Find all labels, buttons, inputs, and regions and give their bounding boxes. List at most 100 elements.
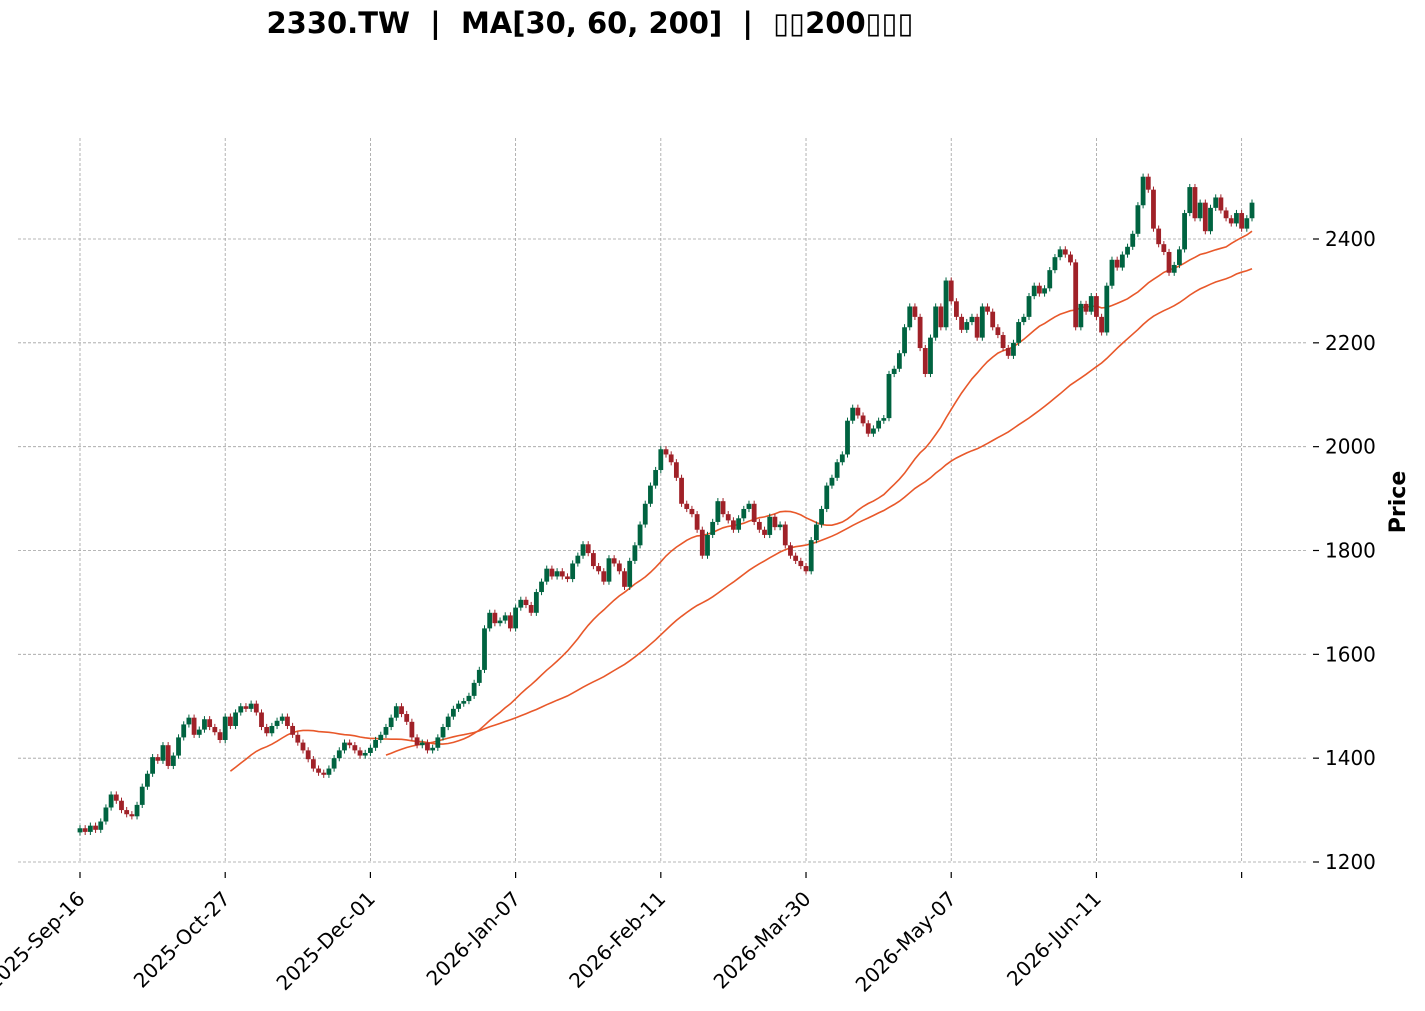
candle-body: [352, 745, 358, 751]
candle-body: [528, 605, 534, 613]
candle: [886, 370, 892, 422]
candle: [87, 822, 93, 836]
x-tick-label: 2025-Sep-16: [0, 887, 90, 995]
candle: [383, 723, 389, 738]
candle-body: [990, 311, 996, 328]
candle: [310, 756, 316, 772]
candle-body: [720, 501, 726, 515]
candle: [1151, 186, 1156, 232]
candle: [134, 801, 140, 820]
candle-body: [388, 717, 394, 728]
candle: [902, 324, 907, 357]
candle: [160, 742, 166, 764]
candle-body: [1202, 202, 1208, 232]
candle-body: [736, 518, 742, 530]
candle: [430, 744, 436, 754]
candle: [82, 825, 88, 836]
candle-body: [798, 560, 804, 567]
candle-body: [450, 708, 456, 717]
candle-body: [559, 571, 565, 577]
y-tick-label: 1600: [1325, 642, 1376, 666]
candle-body: [1021, 316, 1027, 323]
x-tick-label: 2026-May-07: [851, 887, 961, 997]
candle: [715, 498, 721, 526]
candle-body: [1119, 254, 1125, 268]
candle: [964, 318, 970, 333]
candle-body: [1187, 187, 1193, 214]
candle: [539, 578, 544, 596]
candle-body: [373, 739, 378, 748]
candle: [165, 742, 171, 770]
candle: [259, 709, 264, 731]
candle-body: [191, 717, 197, 735]
candle: [736, 515, 742, 533]
candle-body: [896, 353, 902, 369]
candle: [222, 713, 228, 744]
candle-body: [243, 706, 249, 709]
candle: [378, 731, 384, 744]
candle: [1021, 313, 1027, 326]
candle: [440, 723, 446, 741]
candle: [528, 601, 534, 616]
candle: [113, 791, 119, 804]
candle: [590, 549, 596, 570]
candle-body: [1073, 262, 1079, 328]
candle-body: [461, 701, 467, 704]
candle: [876, 417, 882, 432]
candle: [969, 313, 975, 326]
candle: [850, 404, 856, 424]
candle: [347, 739, 353, 749]
candle: [917, 313, 923, 352]
candle-body: [917, 316, 923, 349]
candle-body: [668, 454, 674, 463]
y-tick-label: 2000: [1325, 435, 1376, 459]
candle-body: [155, 757, 161, 761]
candle: [1011, 339, 1016, 359]
candle-body: [233, 712, 238, 726]
candle: [1192, 183, 1198, 222]
candle-body: [290, 725, 296, 735]
candle-body: [523, 599, 529, 606]
candle-body: [476, 669, 482, 683]
candle-body: [1104, 285, 1110, 333]
candle: [720, 498, 726, 518]
candle-body: [1036, 285, 1042, 294]
candle: [741, 505, 747, 522]
candle: [756, 518, 762, 533]
candle: [793, 552, 799, 564]
candle-body: [357, 750, 363, 756]
candle-body: [756, 521, 762, 530]
candle-body: [119, 800, 124, 811]
candle: [1161, 241, 1167, 256]
candle-body: [891, 368, 897, 374]
candle-body: [176, 737, 181, 756]
candle-body: [1244, 218, 1250, 229]
candle: [751, 500, 757, 526]
candle: [1094, 292, 1099, 320]
candle: [1125, 243, 1130, 258]
candle: [274, 717, 280, 730]
candle: [689, 505, 695, 518]
candle-body: [673, 462, 679, 478]
candle-body: [1228, 218, 1234, 224]
candle-body: [699, 529, 705, 556]
candle: [1062, 246, 1068, 258]
candle: [404, 710, 410, 725]
candle-body: [803, 566, 809, 572]
candle-body: [658, 449, 664, 471]
candle: [653, 466, 659, 489]
candle: [798, 557, 804, 570]
candle-body: [1088, 296, 1094, 312]
candle: [456, 700, 461, 712]
candle-layer: [77, 173, 1255, 836]
candle: [834, 459, 840, 481]
candle-body: [985, 306, 990, 312]
candle: [1031, 282, 1037, 300]
candle: [279, 713, 285, 724]
candle-body: [808, 540, 814, 572]
candle: [399, 703, 404, 718]
candle: [1171, 261, 1177, 276]
candle: [679, 474, 684, 507]
candle-body: [326, 768, 332, 775]
candle: [907, 303, 913, 331]
